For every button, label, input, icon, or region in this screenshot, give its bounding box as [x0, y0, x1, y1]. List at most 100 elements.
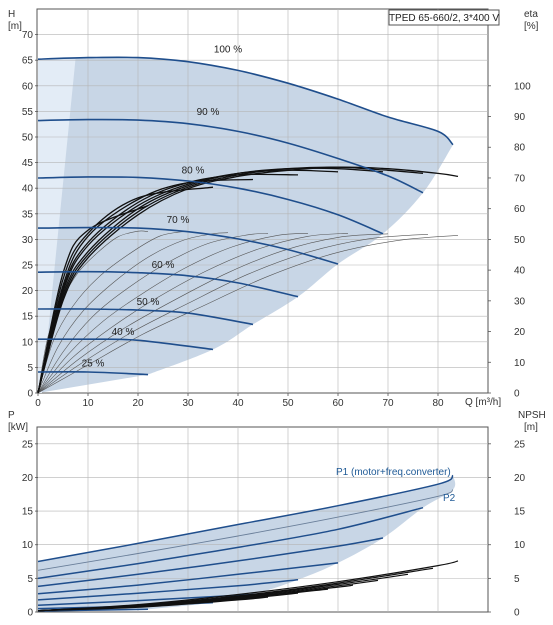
- head-curve-labels: 100 % 90 % 80 % 70 % 60 % 50 % 40 % 25 %: [82, 45, 243, 370]
- head-x-tick-label: 70: [382, 398, 394, 409]
- head-x-tick-label: 0: [35, 398, 41, 409]
- head-curve-label: 100 %: [214, 45, 242, 56]
- efficiency-curve: [37, 166, 459, 394]
- npsh-axis-label: NPSH: [518, 410, 546, 421]
- head-thin-curve: [37, 234, 429, 394]
- efficiency-curve: [37, 186, 214, 394]
- efficiency-curve: [37, 169, 339, 394]
- head-y-tick-label: 10: [22, 337, 34, 348]
- power-curve: [37, 537, 384, 588]
- power-curve: [37, 562, 339, 595]
- eta-y-tick-label: 60: [514, 204, 526, 215]
- head-x-tick-label: 40: [232, 398, 244, 409]
- head-x-tick-label: 80: [432, 398, 444, 409]
- power-y-tick-label: 20: [22, 473, 34, 484]
- power-axis-unit: [kW]: [8, 422, 28, 433]
- power-envelope-area: [38, 475, 456, 611]
- head-y-tick-label: 5: [27, 363, 33, 374]
- eta-y-tick-label: 10: [514, 358, 526, 369]
- chart-title: TPED 65-660/2, 3*400 V: [389, 13, 499, 24]
- power-y-tick-label: 25: [22, 439, 34, 450]
- power-curve: [37, 489, 454, 571]
- head-thin-curve: [37, 233, 309, 394]
- power-y-tick-label: 10: [22, 540, 34, 551]
- head-curve: [37, 308, 254, 326]
- power-y-ticks: 0 5 10 15 20 25: [22, 439, 38, 619]
- head-thin-curve: [37, 235, 459, 394]
- power-y-tick-label: 5: [27, 574, 33, 585]
- head-thin-curve: [37, 231, 189, 394]
- head-x-tick-label: 60: [332, 398, 344, 409]
- head-curve: [37, 371, 149, 376]
- npsh-curve: [37, 596, 269, 612]
- head-y-ticks: 0 5 10 15 20 25 30 35 40 45 50 55 60 65 70: [22, 30, 38, 400]
- head-y-tick-label: 70: [22, 30, 34, 41]
- npsh-curves: [37, 560, 459, 612]
- head-y-tick-label: 65: [22, 56, 34, 67]
- head-curve-label: 80 %: [182, 165, 205, 176]
- power-axis-label: P: [8, 410, 15, 421]
- eta-axis-unit: [%]: [524, 21, 539, 32]
- head-x-tick-label: 50: [282, 398, 294, 409]
- eta-y-tick-label: 40: [514, 266, 526, 277]
- head-y-tick-label: 25: [22, 261, 34, 272]
- head-thin-curve: [37, 233, 269, 394]
- head-curve: [37, 176, 384, 235]
- head-curves: [37, 56, 454, 376]
- npsh-y-tick-label: 5: [514, 574, 520, 585]
- head-curve-label: 60 %: [152, 260, 175, 271]
- p1-series-label: P1 (motor+freq.converter): [336, 467, 451, 478]
- power-curves: [37, 474, 454, 612]
- efficiency-curve: [37, 173, 299, 394]
- npsh-y-tick-label: 10: [514, 540, 526, 551]
- eta-y-tick-label: 50: [514, 235, 526, 246]
- head-x-tick-label: 10: [82, 398, 94, 409]
- eta-axis-label: eta: [524, 9, 538, 20]
- efficiency-curve: [37, 204, 149, 394]
- head-y-tick-label: 60: [22, 81, 34, 92]
- npsh-y-tick-label: 25: [514, 439, 526, 450]
- flow-axis-label: Q [m³/h]: [465, 397, 501, 408]
- head-curve-label: 90 %: [197, 107, 220, 118]
- head-efficiency-panel: 100 % 90 % 80 % 70 % 60 % 50 % 40 % 25 % 0 10 20 3…: [8, 8, 539, 409]
- head-curve: [37, 118, 424, 194]
- head-axis-unit: [m]: [8, 21, 22, 32]
- p2-series-label: P2: [443, 493, 456, 504]
- head-curve-label: 70 %: [167, 215, 190, 226]
- npsh-y-ticks: 0 5 10 15 20 25: [488, 439, 526, 619]
- head-curve-label: 25 %: [82, 358, 105, 369]
- power-curve: [37, 474, 454, 563]
- head-thin-curve: [37, 233, 349, 394]
- power-operating-envelope: [38, 475, 456, 611]
- power-curve: [37, 578, 299, 601]
- eta-y-ticks: 0 10 20 30 40 50 60 70 80 90 100: [488, 81, 531, 400]
- eta-y-tick-label: 90: [514, 112, 526, 123]
- head-curve-label: 50 %: [137, 297, 160, 308]
- head-y-tick-label: 55: [22, 107, 34, 118]
- eta-y-tick-label: 80: [514, 143, 526, 154]
- power-y-tick-label: 15: [22, 507, 34, 518]
- npsh-y-tick-label: 15: [514, 507, 526, 518]
- head-y-tick-label: 45: [22, 158, 34, 169]
- eta-y-tick-label: 30: [514, 296, 526, 307]
- head-curve-label: 40 %: [112, 327, 135, 338]
- power-curve: [37, 506, 424, 580]
- power-npsh-panel: 0 5 10 15 20 25 0 5 10 15 20 25 P1 (motor+freq.con…: [8, 410, 546, 619]
- head-curve: [37, 270, 299, 298]
- head-thin-curves: [37, 230, 459, 394]
- head-x-tick-label: 30: [182, 398, 194, 409]
- head-y-tick-label: 50: [22, 133, 34, 144]
- npsh-y-tick-label: 20: [514, 473, 526, 484]
- head-thin-curve: [37, 233, 389, 394]
- eta-y-tick-label: 100: [514, 81, 531, 92]
- head-y-tick-label: 15: [22, 312, 34, 323]
- npsh-y-tick-label: 0: [514, 608, 520, 619]
- head-y-tick-label: 35: [22, 209, 34, 220]
- efficiency-curve: [37, 167, 384, 394]
- eta-y-tick-label: 0: [514, 389, 520, 400]
- head-y-tick-label: 30: [22, 235, 34, 246]
- head-curve: [37, 226, 339, 265]
- npsh-axis-unit: [m]: [524, 422, 538, 433]
- head-axis-label: H: [8, 9, 15, 20]
